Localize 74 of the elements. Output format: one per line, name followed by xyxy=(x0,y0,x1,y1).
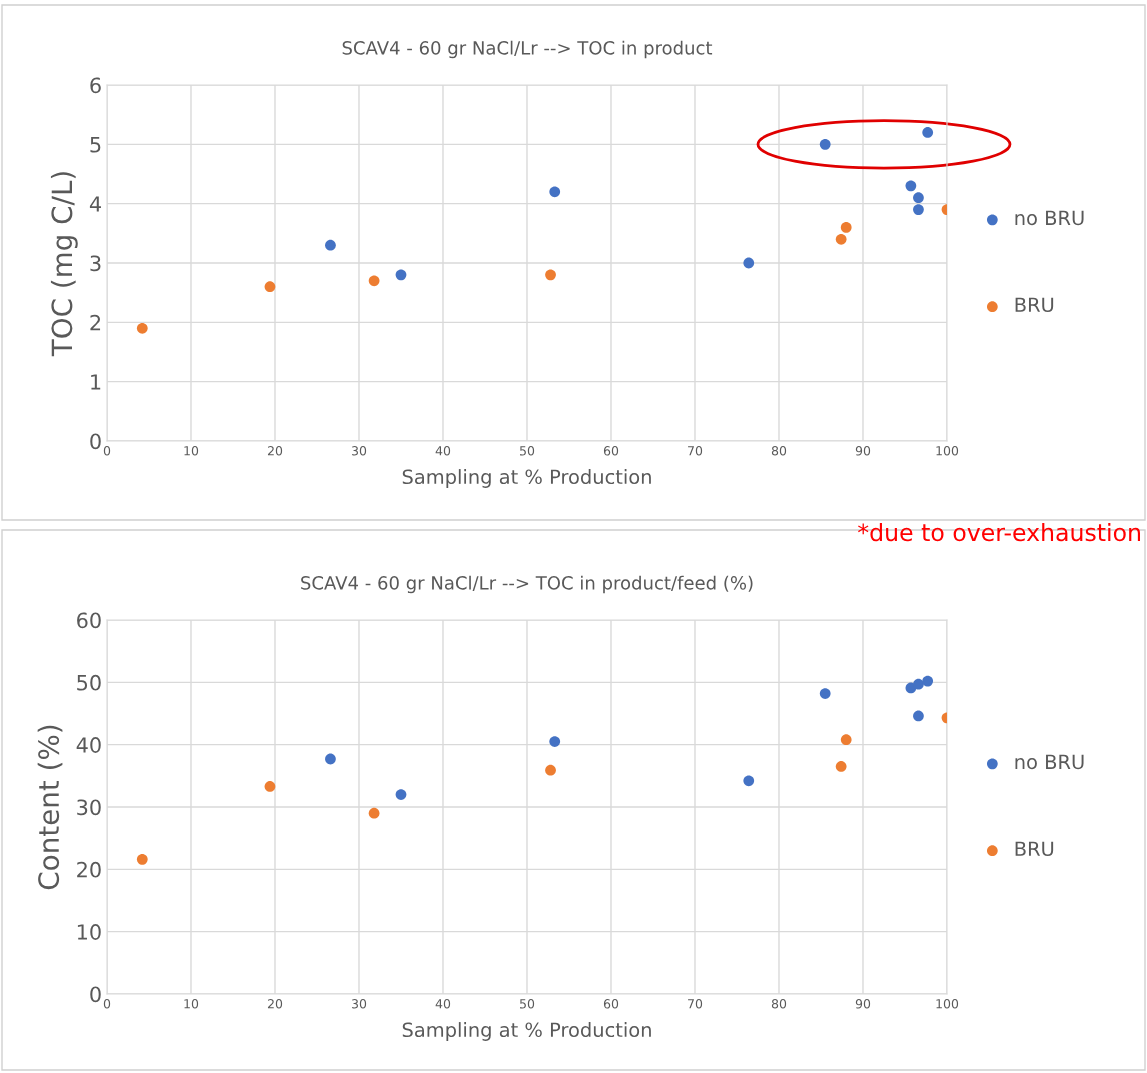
y-tick-label: 2 xyxy=(90,314,101,331)
x-tick-label: 40 xyxy=(435,999,451,1009)
point xyxy=(549,736,561,747)
point xyxy=(913,204,924,215)
y-tick-label: 3 xyxy=(90,255,101,272)
point xyxy=(395,789,407,800)
point xyxy=(913,678,924,690)
point xyxy=(905,180,917,192)
legend-label: BRU xyxy=(1015,841,1054,857)
point xyxy=(264,281,276,293)
x-tick-label: 50 xyxy=(520,446,535,456)
x-tick-label: 60 xyxy=(603,446,619,456)
x-tick-label: 30 xyxy=(352,446,367,456)
x-tick-label: 90 xyxy=(855,999,871,1009)
x-axis-title: Sampling at % Production xyxy=(402,469,651,488)
y-tick-label: 40 xyxy=(76,737,101,753)
point xyxy=(368,807,380,819)
point xyxy=(819,138,831,150)
point xyxy=(840,222,852,233)
point xyxy=(913,192,924,204)
point xyxy=(922,127,934,138)
legend-label: no BRU xyxy=(1015,754,1084,770)
chart-title: SCAV4 - 60 gr NaCl/Lr --> TOC in product xyxy=(342,40,713,59)
x-tick-label: 0 xyxy=(103,446,111,456)
y-tick-label: 20 xyxy=(77,861,101,878)
point xyxy=(395,269,407,281)
point xyxy=(549,186,561,198)
x-tick-label: 80 xyxy=(771,446,787,456)
y-axis-title: Content (%) xyxy=(37,725,63,890)
x-tick-label: 50 xyxy=(520,999,535,1009)
x-tick-label: 70 xyxy=(688,446,703,456)
point xyxy=(835,761,847,772)
x-tick-label: 70 xyxy=(688,999,703,1009)
x-tick-label: 100 xyxy=(936,446,959,456)
y-tick-label: 5 xyxy=(90,137,101,153)
y-axis-title: TOC (mg C/L) xyxy=(50,172,78,357)
text: *due to over-exhaustion xyxy=(858,523,1140,542)
point xyxy=(743,775,755,787)
y-tick-label: 4 xyxy=(89,196,101,212)
x-tick-label: 80 xyxy=(771,999,787,1009)
x-tick-label: 10 xyxy=(184,999,199,1009)
y-tick-label: 30 xyxy=(77,799,101,816)
y-tick-label: 1 xyxy=(91,374,101,390)
y-tick-label: 60 xyxy=(77,612,101,629)
y-tick-label: 6 xyxy=(90,77,101,94)
point xyxy=(835,233,847,245)
x-tick-label: 60 xyxy=(603,999,619,1009)
x-tick-label: 30 xyxy=(352,999,367,1009)
x-tick-label: 10 xyxy=(184,446,199,456)
legend-label: BRU xyxy=(1015,297,1054,313)
point xyxy=(840,734,852,746)
point xyxy=(743,257,755,269)
point xyxy=(264,781,276,792)
x-axis-title: Sampling at % Production xyxy=(402,1022,651,1041)
legend-label: no BRU xyxy=(1015,210,1084,226)
point xyxy=(325,753,336,765)
x-tick-label: 0 xyxy=(103,999,111,1009)
x-tick-label: 40 xyxy=(435,446,451,456)
point xyxy=(922,675,934,687)
point xyxy=(136,322,148,334)
point xyxy=(325,239,336,251)
y-tick-label: 10 xyxy=(77,924,101,940)
x-tick-label: 20 xyxy=(267,999,283,1009)
chart-title: SCAV4 - 60 gr NaCl/Lr --> TOC in product/feed (%) xyxy=(301,575,753,594)
x-tick-label: 20 xyxy=(267,446,283,456)
point xyxy=(545,269,556,281)
point xyxy=(136,853,148,865)
point xyxy=(913,710,924,722)
y-tick-label: 50 xyxy=(77,674,101,691)
point xyxy=(545,764,556,776)
x-tick-label: 100 xyxy=(936,999,959,1009)
point xyxy=(819,688,831,699)
point xyxy=(368,275,380,287)
x-tick-label: 90 xyxy=(855,446,871,456)
